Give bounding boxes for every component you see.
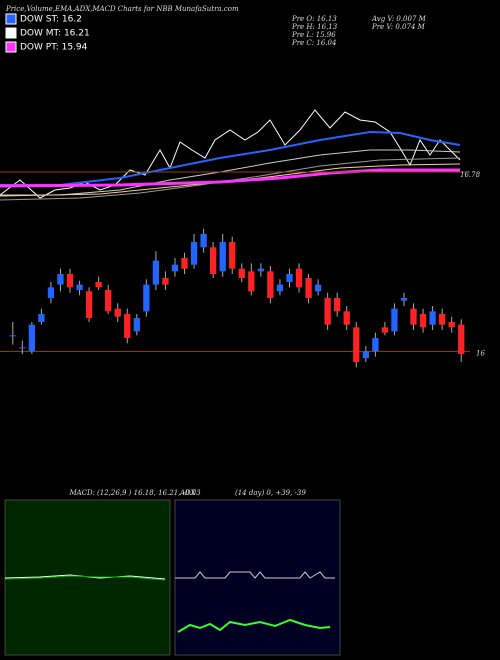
candle-body — [114, 308, 121, 317]
legend-swatch — [5, 13, 17, 25]
candle-body — [257, 268, 265, 272]
candle-body — [105, 290, 112, 312]
info-line: Pre C: 16.04 — [291, 39, 336, 47]
ema-short — [0, 130, 461, 186]
candle-body — [410, 308, 417, 325]
info-line: Avg V: 0.007 M — [371, 15, 427, 23]
info-line: Pre L: 15.96 — [291, 31, 336, 39]
info-line: Pre H: 16.13 — [291, 23, 338, 31]
ema-pt — [0, 168, 460, 188]
ema-mid — [0, 149, 461, 196]
candle-body — [381, 327, 389, 333]
adx-values: (14 day) 0, +39, -39 — [235, 489, 306, 497]
candle-body — [429, 311, 436, 325]
candle-body — [181, 258, 188, 269]
ema-panel — [0, 109, 470, 201]
candle-body — [238, 268, 245, 278]
candle-body — [47, 287, 55, 298]
candle-body — [438, 314, 446, 325]
legend-label: DOW ST: 16.2 — [20, 15, 82, 25]
candle-body — [324, 298, 331, 325]
candle-body — [267, 271, 274, 298]
adx-label: ADX — [179, 489, 197, 497]
candle-body — [57, 274, 64, 285]
candle-body — [9, 335, 16, 337]
candle-body — [95, 282, 102, 288]
candle-body — [372, 338, 379, 352]
candle-body — [400, 298, 408, 301]
price-line — [0, 109, 461, 199]
candle-body — [353, 327, 360, 362]
ema-last-label: 16.78 — [460, 171, 481, 179]
candle-body — [200, 234, 207, 248]
candle-body — [314, 284, 322, 292]
legend-label: DOW MT: 16.21 — [20, 29, 90, 39]
candle-body — [419, 314, 427, 328]
page-title: Price,Volume,EMA,ADX,MACD Charts for NBB… — [5, 5, 239, 13]
candle-body — [66, 274, 74, 288]
candle-body — [276, 284, 284, 292]
candle-body — [229, 242, 236, 269]
candle-body — [76, 284, 83, 290]
legend-swatch — [5, 41, 17, 53]
candle-body — [143, 284, 150, 312]
candle-body — [19, 347, 26, 349]
candle-body — [286, 274, 293, 282]
candle-body — [343, 311, 350, 325]
candle-body — [305, 278, 312, 298]
candle-body — [190, 242, 198, 265]
candle-body — [362, 351, 369, 358]
candle-body — [334, 298, 341, 312]
candle-body — [219, 242, 226, 272]
candle-body — [391, 308, 398, 332]
info-line: Pre O: 16.13 — [291, 15, 337, 23]
candle-body — [133, 318, 140, 332]
info-line: Pre V: 0.074 M — [371, 23, 426, 31]
ref-label: 16 — [476, 349, 485, 357]
ema-long — [0, 157, 461, 201]
legend-swatch — [5, 27, 17, 39]
macd-label: MACD: — [68, 489, 95, 497]
candle-body — [124, 314, 131, 338]
adx-panel — [174, 499, 341, 656]
macd-values: (12,26,9 ) 16.18, 16.21, -0.03 — [97, 489, 201, 497]
candle-body — [295, 268, 303, 288]
candle-body — [152, 260, 160, 285]
candle-body — [209, 247, 217, 274]
candle-body — [85, 291, 93, 318]
candle-body — [28, 324, 36, 352]
candle-body — [458, 324, 465, 354]
legend-label: DOW PT: 15.94 — [20, 43, 88, 53]
candle-body — [448, 322, 455, 328]
candle-body — [171, 264, 179, 272]
candle-body — [38, 314, 45, 322]
macd-panel — [4, 499, 171, 656]
candle-body — [248, 271, 255, 292]
candle-body — [162, 278, 169, 285]
